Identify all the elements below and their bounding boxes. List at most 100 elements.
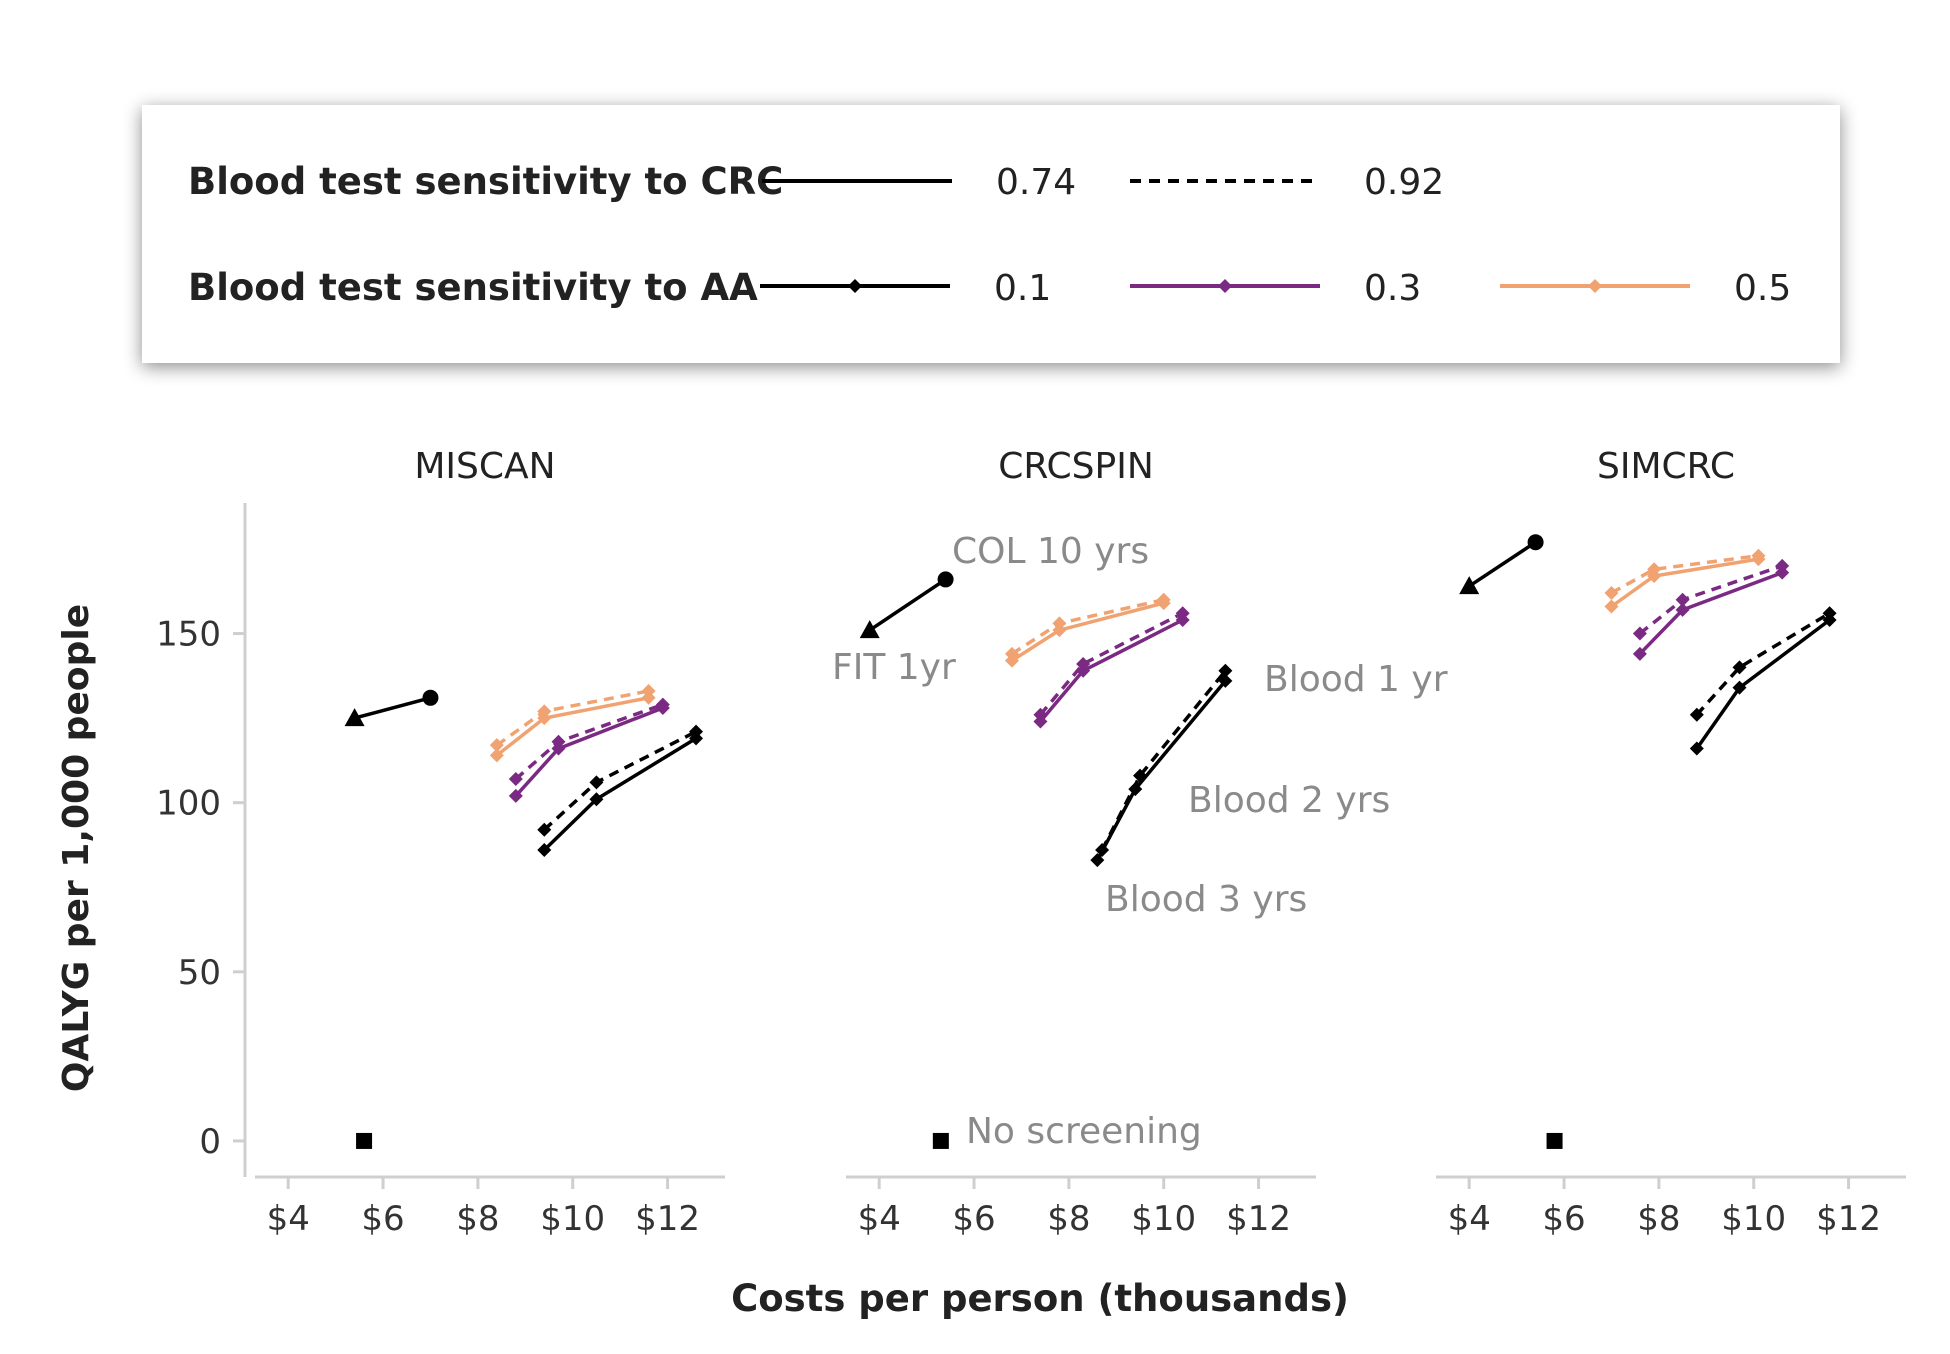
x-tick-label: $8	[1047, 1199, 1090, 1239]
x-axis-title: Costs per person (thousands)	[731, 1277, 1349, 1320]
series-point	[1604, 585, 1619, 600]
series-point	[537, 843, 552, 858]
y-tick-label: 50	[178, 953, 221, 993]
panel-crcspin: CRCSPIN $4 $6 $8 $10 $12	[846, 446, 1316, 1239]
series-point	[1218, 663, 1233, 678]
series-point	[1128, 782, 1143, 797]
series-line	[1039, 618, 1184, 723]
series-point	[641, 684, 656, 699]
series-point	[1133, 768, 1148, 783]
legend: Blood test sensitivity to CRC Blood test…	[142, 105, 1840, 363]
annotation-blood-3-yrs: Blood 3 yrs	[1105, 879, 1307, 920]
series-point	[537, 704, 552, 719]
panel-title: CRCSPIN	[998, 446, 1154, 487]
annotations: COL 10 yrs FIT 1yr Blood 1 yr Blood 2 yr…	[832, 531, 1448, 1152]
series-point	[1822, 606, 1837, 621]
series-point	[1675, 602, 1690, 617]
colonoscopy-point	[422, 689, 439, 706]
no-screening-point	[356, 1132, 373, 1149]
legend-box	[142, 105, 1840, 363]
col-fit-line	[868, 577, 947, 632]
series-point	[1775, 558, 1790, 573]
x-tick-label: $10	[1721, 1199, 1786, 1239]
series-point	[537, 822, 552, 837]
y-axis-title: QALYG per 1,000 people	[56, 604, 97, 1092]
series-point	[1732, 680, 1747, 695]
series-point	[1095, 843, 1110, 858]
series-point	[1689, 707, 1704, 722]
series-point	[655, 697, 670, 712]
legend-aa-01-marker	[848, 279, 862, 293]
col-fit-line	[1468, 540, 1537, 588]
x-tick-label: $4	[1448, 1199, 1491, 1239]
panel-miscan: MISCAN $4 $6 $8 $10 $12 0 50 100 150	[156, 446, 725, 1239]
series-line	[1695, 618, 1831, 750]
series-line	[1095, 679, 1227, 862]
y-tick-label: 0	[199, 1122, 221, 1162]
series-point	[1632, 626, 1647, 641]
legend-aa-03-label: 0.3	[1364, 268, 1421, 309]
legend-aa-title: Blood test sensitivity to AA	[188, 266, 758, 309]
annotation-blood-1-yr: Blood 1 yr	[1264, 659, 1448, 700]
legend-aa-05-label: 0.5	[1734, 268, 1791, 309]
fit-point	[344, 708, 365, 727]
x-tick-label: $8	[456, 1199, 499, 1239]
series-point	[489, 748, 504, 763]
series-point	[589, 792, 604, 807]
x-tick-label: $12	[635, 1199, 700, 1239]
legend-aa-01-label: 0.1	[994, 268, 1051, 309]
x-tick-label: $12	[1226, 1199, 1291, 1239]
series-point	[551, 734, 566, 749]
y-tick-label: 150	[156, 615, 221, 655]
series-point	[1632, 646, 1647, 661]
annotation-col-10-yrs: COL 10 yrs	[952, 531, 1149, 572]
series-point	[1675, 592, 1690, 607]
colonoscopy-point	[1527, 534, 1544, 551]
series-point	[1647, 562, 1662, 577]
panel-title: MISCAN	[414, 446, 555, 487]
legend-crc-title: Blood test sensitivity to CRC	[188, 160, 783, 203]
series-point	[1076, 656, 1091, 671]
colonoscopy-point	[937, 571, 954, 588]
panel-simcrc: SIMCRC $4 $6 $8 $10 $12	[1436, 446, 1906, 1239]
series-point	[689, 724, 704, 739]
series-point	[1090, 853, 1105, 868]
series-point	[489, 738, 504, 753]
x-tick-label: $8	[1637, 1199, 1680, 1239]
x-tick-label: $12	[1816, 1199, 1881, 1239]
series-point	[1033, 707, 1048, 722]
annotation-fit-1yr: FIT 1yr	[832, 647, 956, 688]
series-line	[543, 736, 697, 852]
series-point	[1156, 592, 1171, 607]
annotation-no-screening: No screening	[966, 1111, 1202, 1152]
no-screening-point	[1546, 1132, 1563, 1149]
series-point	[589, 775, 604, 790]
fit-point	[1459, 576, 1480, 595]
series-line	[1695, 611, 1831, 716]
series-line	[1039, 611, 1184, 716]
series-point	[1604, 599, 1619, 614]
x-tick-label: $10	[540, 1199, 605, 1239]
legend-crc-dashed-label: 0.92	[1364, 162, 1444, 203]
x-tick-label: $6	[361, 1199, 404, 1239]
col-fit-line	[354, 696, 431, 720]
no-screening-point	[932, 1132, 949, 1149]
x-tick-label: $4	[858, 1199, 901, 1239]
legend-crc-solid-label: 0.74	[996, 162, 1076, 203]
series-point	[1004, 646, 1019, 661]
series-point	[1732, 660, 1747, 675]
panel-title: SIMCRC	[1597, 446, 1735, 487]
series-line	[1011, 601, 1165, 663]
legend-aa-03-marker	[1218, 279, 1232, 293]
x-tick-label: $10	[1131, 1199, 1196, 1239]
series-point	[1689, 741, 1704, 756]
fit-point	[859, 620, 880, 639]
series-point	[1052, 616, 1067, 631]
series-point	[1751, 548, 1766, 563]
series-line	[1638, 571, 1783, 656]
legend-aa-05-marker	[1588, 279, 1602, 293]
series-line	[1100, 669, 1227, 851]
series-point	[1175, 606, 1190, 621]
x-tick-label: $6	[952, 1199, 995, 1239]
